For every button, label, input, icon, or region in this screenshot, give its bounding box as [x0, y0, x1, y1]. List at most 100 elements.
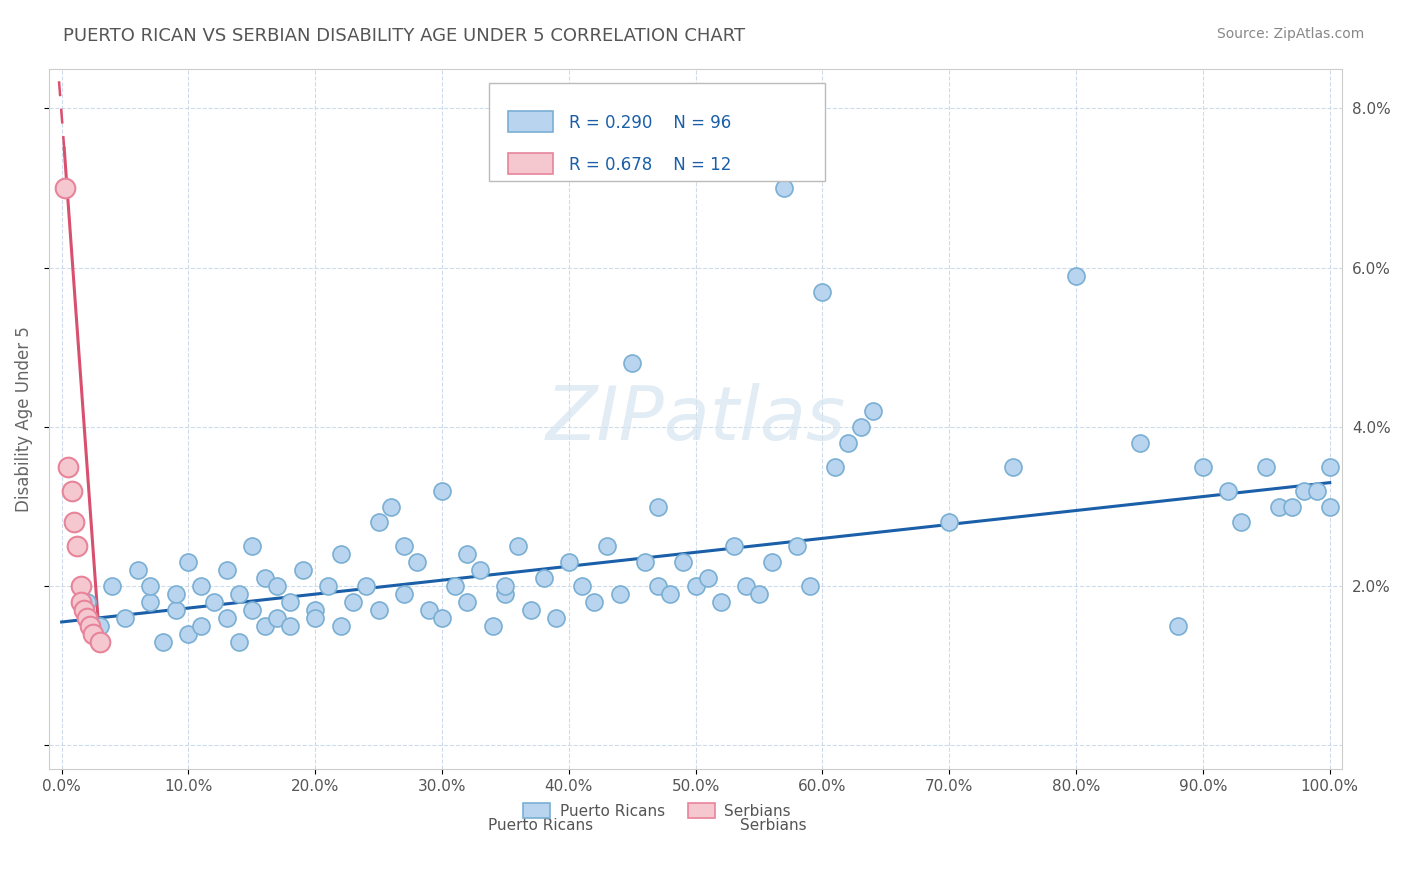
Point: [634, 555, 657, 569]
Point: [253, 571, 276, 585]
Point: [60, 483, 83, 498]
Point: [354, 579, 377, 593]
Point: [215, 563, 238, 577]
Point: [101, 579, 124, 593]
Point: [685, 579, 707, 593]
Point: [329, 547, 352, 561]
Point: [508, 539, 530, 553]
Point: [139, 595, 162, 609]
Point: [177, 627, 200, 641]
Point: [392, 587, 415, 601]
Point: [443, 579, 465, 593]
Point: [392, 539, 415, 553]
Text: ZIPatlas: ZIPatlas: [546, 383, 846, 455]
Point: [304, 603, 326, 617]
Point: [342, 595, 364, 609]
Point: [240, 539, 263, 553]
Point: [1167, 619, 1189, 633]
Point: [1218, 483, 1240, 498]
Point: [55, 181, 77, 195]
Point: [228, 587, 250, 601]
Point: [316, 579, 339, 593]
Point: [849, 420, 872, 434]
Point: [495, 587, 517, 601]
Point: [1294, 483, 1316, 498]
Point: [202, 595, 225, 609]
Point: [571, 579, 593, 593]
Point: [127, 563, 149, 577]
Point: [558, 555, 581, 569]
Point: [773, 181, 796, 195]
Point: [190, 619, 212, 633]
Point: [73, 603, 96, 617]
Point: [165, 587, 187, 601]
Point: [177, 555, 200, 569]
Point: [1319, 459, 1341, 474]
Text: R = 0.290    N = 96: R = 0.290 N = 96: [569, 114, 731, 132]
Point: [79, 619, 101, 633]
Point: [76, 595, 98, 609]
Point: [710, 595, 733, 609]
Point: [1192, 459, 1215, 474]
Point: [468, 563, 491, 577]
Point: [266, 611, 288, 625]
Point: [367, 516, 389, 530]
Point: [56, 459, 79, 474]
Point: [596, 539, 619, 553]
Point: [647, 579, 669, 593]
Point: [66, 539, 89, 553]
Point: [278, 619, 301, 633]
Point: [278, 595, 301, 609]
Point: [1001, 459, 1024, 474]
Point: [69, 595, 91, 609]
Y-axis label: Disability Age Under 5: Disability Age Under 5: [15, 326, 32, 512]
FancyBboxPatch shape: [508, 111, 554, 132]
Point: [1306, 483, 1329, 498]
Point: [520, 603, 543, 617]
Point: [811, 285, 834, 299]
Point: [495, 579, 517, 593]
Point: [1064, 268, 1087, 283]
Point: [621, 356, 644, 370]
Point: [1256, 459, 1278, 474]
Text: Source: ZipAtlas.com: Source: ZipAtlas.com: [1216, 27, 1364, 41]
Point: [215, 611, 238, 625]
FancyBboxPatch shape: [508, 153, 554, 174]
Point: [165, 603, 187, 617]
Point: [190, 579, 212, 593]
Point: [228, 635, 250, 649]
Point: [89, 619, 111, 633]
Point: [304, 611, 326, 625]
Point: [1281, 500, 1303, 514]
Point: [82, 627, 104, 641]
Legend: Puerto Ricans, Serbians: Puerto Ricans, Serbians: [517, 797, 797, 825]
Point: [824, 459, 846, 474]
Point: [139, 579, 162, 593]
FancyBboxPatch shape: [489, 83, 825, 181]
Point: [456, 547, 478, 561]
Point: [481, 619, 503, 633]
Point: [938, 516, 960, 530]
Point: [1230, 516, 1253, 530]
Point: [697, 571, 720, 585]
Point: [837, 435, 859, 450]
Point: [430, 611, 453, 625]
Point: [862, 404, 884, 418]
Point: [583, 595, 606, 609]
Point: [63, 516, 86, 530]
Point: [799, 579, 821, 593]
Point: [546, 611, 568, 625]
Point: [329, 619, 352, 633]
Point: [367, 603, 389, 617]
Point: [735, 579, 758, 593]
Point: [672, 555, 695, 569]
Text: Serbians: Serbians: [740, 818, 807, 833]
Point: [89, 635, 111, 649]
Point: [786, 539, 808, 553]
Point: [1128, 435, 1150, 450]
Point: [456, 595, 478, 609]
Point: [405, 555, 427, 569]
Point: [1319, 500, 1341, 514]
Point: [761, 555, 783, 569]
Point: [152, 635, 174, 649]
